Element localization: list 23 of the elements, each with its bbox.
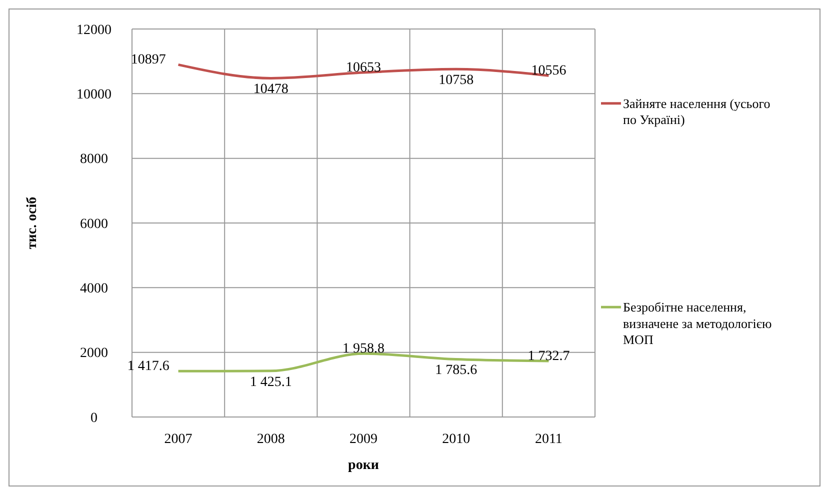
x-tick-label: 2007 — [164, 432, 192, 447]
x-axis-title: роки — [348, 458, 379, 473]
y-tick-label: 6000 — [80, 216, 108, 232]
data-label: 10478 — [253, 82, 288, 98]
data-label: 1 425.1 — [250, 374, 292, 390]
y-axis-title: тис. осіб — [25, 196, 40, 250]
y-tick-label: 2000 — [80, 346, 108, 362]
y-tick-label: 0 — [90, 410, 98, 426]
y-tick-label: 4000 — [80, 282, 108, 297]
legend-label: Безробітне населення, визначене за методологією МОП — [623, 300, 772, 348]
x-tick-label: 2008 — [256, 432, 285, 447]
legend-label: Зайняте населення (усього по Україні) — [623, 96, 770, 128]
y-tick-label: 12000 — [76, 22, 112, 38]
data-label: 10897 — [130, 52, 166, 68]
data-label: 1 417.6 — [127, 359, 170, 374]
data-label: 1 785.6 — [435, 363, 478, 378]
y-tick-label: 10000 — [76, 88, 112, 103]
x-tick-label: 2009 — [350, 432, 378, 447]
data-label: 10758 — [438, 73, 474, 88]
data-label: 10556 — [531, 64, 566, 79]
x-tick-label: 2011 — [534, 432, 562, 447]
y-tick-label: 8000 — [80, 152, 108, 168]
x-tick-label: 2010 — [442, 432, 470, 447]
